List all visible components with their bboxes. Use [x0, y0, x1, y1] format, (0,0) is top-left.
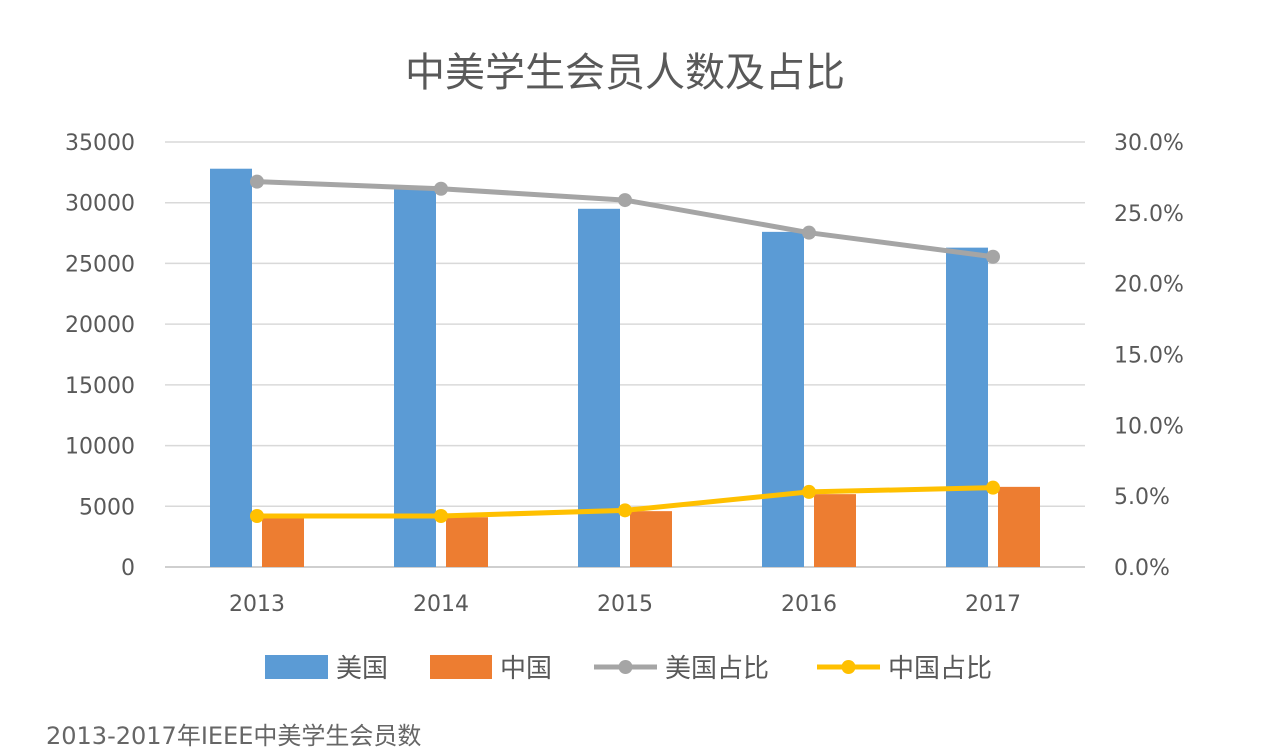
x-tick-label: 2013 [229, 592, 285, 617]
bar-us [394, 188, 436, 567]
right-tick-label: 15.0% [1114, 344, 1184, 369]
cn-share-point [250, 509, 264, 523]
x-axis: 2013 2014 2015 2016 2017 [229, 592, 1021, 617]
right-tick-label: 5.0% [1114, 485, 1170, 510]
right-axis: 0.0% 5.0% 10.0% 15.0% 20.0% 25.0% 30.0% [1114, 131, 1184, 581]
x-tick-label: 2014 [413, 592, 469, 617]
bar-cn [630, 511, 672, 567]
us-share-point [802, 225, 816, 240]
chart-title: 中美学生会员人数及占比 [405, 50, 845, 96]
right-tick-label: 0.0% [1114, 556, 1170, 581]
chart: 中美学生会员人数及占比 0 5000 10000 15000 20000 25000 300… [65, 50, 1184, 684]
left-axis: 0 5000 10000 15000 20000 25000 30000 35000 [65, 131, 135, 581]
left-tick-label: 15000 [65, 374, 135, 399]
bar-cn [262, 516, 304, 567]
bar-us [578, 208, 620, 568]
legend-swatch-cn [430, 655, 492, 679]
legend-label-us: 美国 [336, 654, 388, 684]
legend-label-us-share: 美国占比 [665, 654, 769, 684]
bar-us [762, 231, 804, 567]
cn-share-point [986, 480, 1000, 495]
cn-share-point [802, 484, 816, 499]
us-share-point [250, 174, 264, 189]
right-tick-label: 20.0% [1114, 273, 1184, 298]
us-share-point [434, 181, 448, 196]
legend-marker-us-share [618, 660, 633, 674]
cn-share-point [434, 509, 448, 523]
right-tick-label: 25.0% [1114, 202, 1184, 227]
us-share-line [256, 179, 994, 260]
right-tick-label: 30.0% [1114, 131, 1184, 156]
left-tick-label: 35000 [65, 131, 135, 156]
x-tick-label: 2016 [781, 592, 837, 617]
bar-us [946, 247, 988, 567]
bars [210, 168, 1040, 568]
left-tick-label: 0 [121, 556, 135, 581]
right-tick-label: 10.0% [1114, 414, 1184, 439]
legend-swatch-us [265, 655, 328, 679]
lines [250, 174, 1000, 523]
bar-cn [446, 517, 488, 567]
bar-cn [998, 486, 1040, 567]
us-share-point [986, 249, 1000, 264]
legend-marker-cn-share [841, 660, 856, 674]
left-tick-label: 10000 [65, 435, 135, 460]
gridlines [165, 141, 1085, 568]
bar-cn [814, 494, 856, 567]
x-tick-label: 2017 [965, 592, 1021, 617]
bar-us [210, 168, 252, 567]
legend: 美国 中国 美国占比 中国占比 [265, 654, 992, 684]
left-tick-label: 25000 [65, 252, 135, 277]
caption: 2013-2017年IEEE中美学生会员数 [46, 722, 422, 750]
cn-share-point [618, 503, 632, 518]
x-tick-label: 2015 [597, 592, 653, 617]
left-tick-label: 20000 [65, 313, 135, 338]
us-share-point [618, 193, 632, 208]
left-tick-label: 5000 [79, 495, 135, 520]
legend-label-cn: 中国 [500, 654, 552, 684]
left-tick-label: 30000 [65, 192, 135, 217]
legend-label-cn-share: 中国占比 [888, 654, 992, 684]
